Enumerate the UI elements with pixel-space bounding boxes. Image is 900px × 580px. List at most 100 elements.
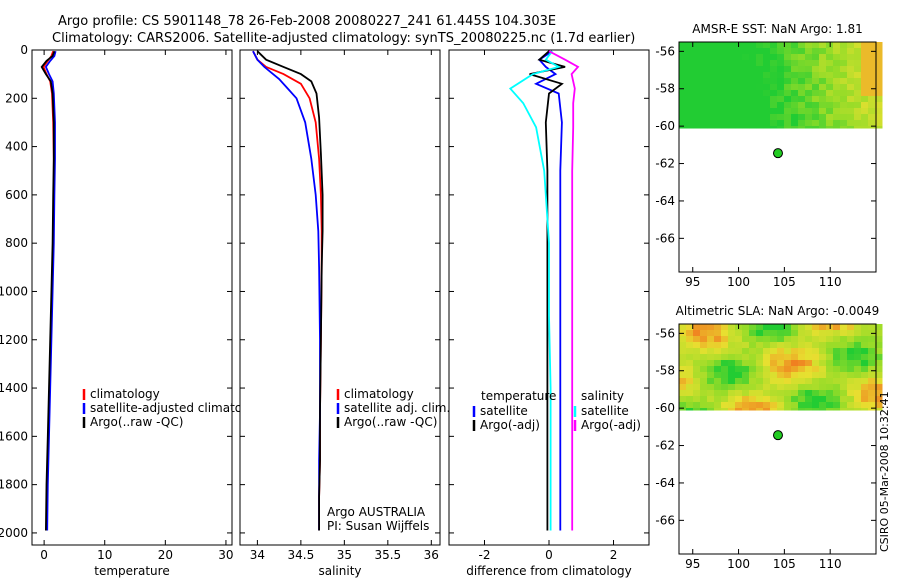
heatmap-cell xyxy=(721,360,729,367)
heatmap-cell xyxy=(854,102,862,109)
heatmap-cell xyxy=(840,336,848,343)
heatmap-cell xyxy=(770,354,778,361)
heatmap-cell xyxy=(700,372,708,379)
heatmap-cell xyxy=(770,126,778,129)
heatmap-cell xyxy=(798,366,806,373)
heatmap-cell xyxy=(714,396,722,403)
heatmap-cell xyxy=(693,78,701,85)
heatmap-cell xyxy=(749,66,757,73)
heatmap-cell xyxy=(728,396,736,403)
heatmap-cell xyxy=(749,114,757,121)
heatmap-cell xyxy=(763,48,771,55)
heatmap-cell xyxy=(686,102,694,109)
heatmap-cell xyxy=(707,102,715,109)
heatmap-cell xyxy=(693,390,701,397)
heatmap-cell xyxy=(679,84,687,91)
heatmap-cell xyxy=(714,408,722,411)
heatmap-cell xyxy=(798,384,806,391)
heatmap-cell xyxy=(756,324,764,331)
heatmap-cell xyxy=(735,108,743,115)
heatmap-cell xyxy=(791,54,799,61)
heatmap-cell xyxy=(679,126,687,129)
heatmap-cell xyxy=(861,402,869,409)
heatmap-cell xyxy=(833,324,841,331)
heatmap-cell xyxy=(819,372,827,379)
heatmap-cell xyxy=(700,324,708,331)
heatmap-cell xyxy=(805,120,813,127)
y-tick-label: -56 xyxy=(655,326,675,340)
heatmap-cell xyxy=(721,390,729,397)
legend-label: Argo(-adj) xyxy=(581,418,641,432)
heatmap-cell xyxy=(791,114,799,121)
heatmap-cell xyxy=(875,372,883,379)
heatmap-cell xyxy=(833,396,841,403)
heatmap-cell xyxy=(812,372,820,379)
heatmap-cell xyxy=(861,396,869,403)
heatmap-cell xyxy=(784,390,792,397)
heatmap-cell xyxy=(840,84,848,91)
heatmap-cell xyxy=(728,366,736,373)
heatmap-cell xyxy=(868,108,876,115)
heatmap-cell xyxy=(686,390,694,397)
heatmap-cell xyxy=(749,60,757,67)
heatmap-cell xyxy=(707,390,715,397)
heatmap-cell xyxy=(756,396,764,403)
heatmap-cell xyxy=(763,342,771,349)
heatmap-cell xyxy=(749,360,757,367)
heatmap-cell xyxy=(728,408,736,411)
heatmap-cell xyxy=(784,384,792,391)
heatmap-cell xyxy=(686,324,694,331)
heatmap-cell xyxy=(805,372,813,379)
heatmap-cell xyxy=(728,60,736,67)
heatmap-cell xyxy=(868,84,876,91)
heatmap-cell xyxy=(784,348,792,355)
heatmap-cell xyxy=(847,54,855,61)
heatmap-cell xyxy=(728,42,736,49)
heatmap-cell xyxy=(777,390,785,397)
heatmap-cell xyxy=(693,396,701,403)
heatmap-cell xyxy=(707,96,715,103)
heatmap-cell xyxy=(826,90,834,97)
heatmap-cell xyxy=(840,126,848,129)
heatmap-cell xyxy=(735,66,743,73)
heatmap-cell xyxy=(798,90,806,97)
heatmap-cell xyxy=(735,342,743,349)
heatmap-cell xyxy=(728,348,736,355)
heatmap-cell xyxy=(756,390,764,397)
heatmap-cell xyxy=(707,360,715,367)
y-tick-label: -56 xyxy=(655,44,675,58)
heatmap-cell xyxy=(798,336,806,343)
heatmap-cell xyxy=(840,48,848,55)
heatmap-cell xyxy=(868,72,876,79)
series-line-salinity-argo-adj- xyxy=(548,50,580,531)
heatmap-cell xyxy=(700,378,708,385)
heatmap-cell xyxy=(826,336,834,343)
heatmap-cell xyxy=(700,54,708,61)
heatmap-cell xyxy=(840,78,848,85)
heatmap-cell xyxy=(854,354,862,361)
heatmap-cell xyxy=(777,330,785,337)
heatmap-cell xyxy=(693,402,701,409)
annotation-line: PI: Susan Wijffels xyxy=(327,519,429,533)
heatmap-cell xyxy=(735,360,743,367)
heatmap-cell xyxy=(819,66,827,73)
heatmap-cell xyxy=(826,408,834,411)
heatmap-cell xyxy=(812,336,820,343)
heatmap-cell xyxy=(805,78,813,85)
heatmap-cell xyxy=(679,54,687,61)
heatmap-cell xyxy=(833,90,841,97)
profile-panel-difference: -2 0 2 difference from climatology temperatu… xyxy=(448,49,650,578)
heatmap-cell xyxy=(770,324,778,331)
heatmap-cell xyxy=(812,378,820,385)
heatmap-cell xyxy=(826,96,834,103)
heatmap-cell xyxy=(805,324,813,331)
heatmap-cell xyxy=(805,42,813,49)
heatmap-cell xyxy=(819,96,827,103)
heatmap-cell xyxy=(742,108,750,115)
heatmap-cell xyxy=(868,360,876,367)
x-tick-label: 100 xyxy=(727,275,750,289)
heatmap-cell xyxy=(770,48,778,55)
heatmap-cell xyxy=(679,108,687,115)
heatmap-cell xyxy=(756,366,764,373)
heatmap-cell xyxy=(728,120,736,127)
